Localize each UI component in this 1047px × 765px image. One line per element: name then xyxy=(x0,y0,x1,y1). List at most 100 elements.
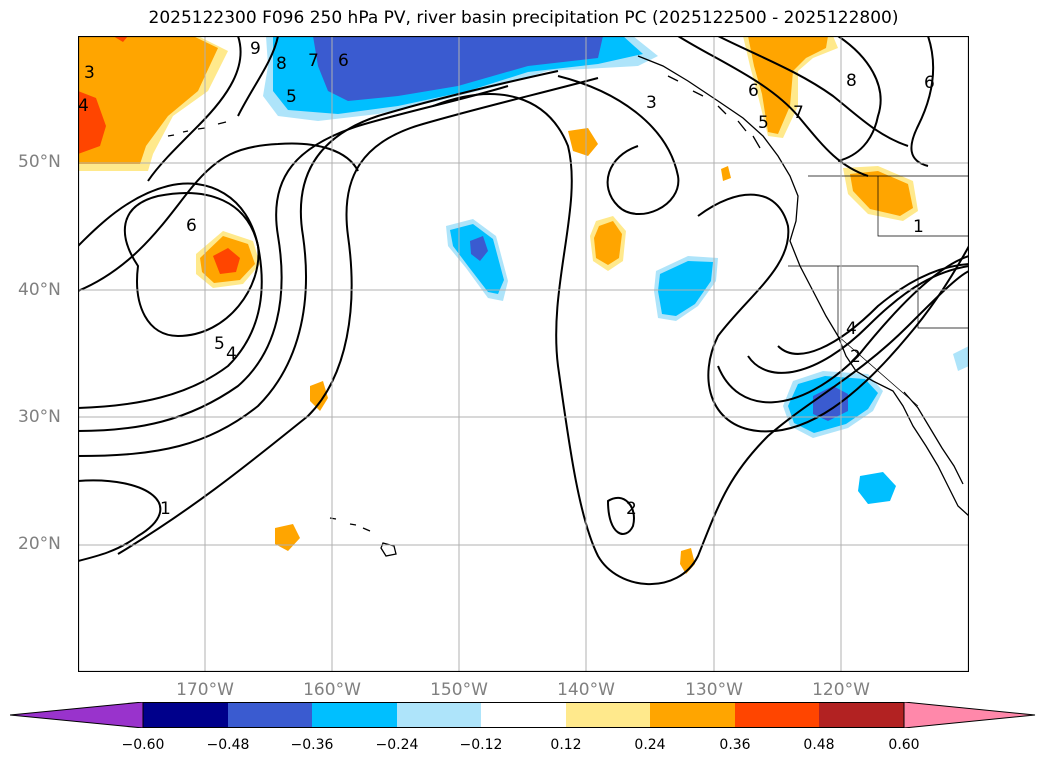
pv-contour xyxy=(697,193,969,433)
pv-contour xyxy=(432,93,969,586)
pv-contour xyxy=(747,265,969,374)
precip-positive-area xyxy=(568,128,598,156)
precip-positive-area xyxy=(721,166,731,181)
contour-label: 5 xyxy=(214,334,225,354)
colorbar-segment xyxy=(650,702,735,728)
colorbar-tick: 0.24 xyxy=(634,737,666,753)
pv-contour xyxy=(78,85,509,432)
precip-shading xyxy=(78,36,969,574)
colorbar-segment xyxy=(481,702,566,728)
contour-label: 2 xyxy=(626,499,637,519)
contour-label: 4 xyxy=(78,96,89,116)
contour-label: 4 xyxy=(846,319,857,339)
precip-positive-area xyxy=(213,248,240,274)
islands-hawaii xyxy=(329,517,397,557)
colorbar xyxy=(10,702,1036,728)
pv-contour xyxy=(78,182,263,409)
precip-positive-area xyxy=(78,91,106,154)
colorbar-tick: 0.36 xyxy=(719,737,751,753)
contour-label: 1 xyxy=(913,217,924,237)
lat-label-50n: 50°N xyxy=(18,152,61,172)
precip-positive-area xyxy=(275,524,300,551)
colorbar-tick: −0.36 xyxy=(290,737,334,753)
pv-contour xyxy=(777,263,969,355)
colorbar-tick: 0.60 xyxy=(888,737,920,753)
islands-alaska-panhandle xyxy=(667,75,761,149)
lon-label-120w: 120°W xyxy=(812,680,870,700)
precip-negative-area xyxy=(470,236,488,261)
contour-label: 3 xyxy=(84,63,95,83)
contour-label: 8 xyxy=(276,54,287,74)
colorbar-segment xyxy=(566,702,650,728)
lon-label-170w: 170°W xyxy=(176,680,234,700)
colorbar-tick: −0.12 xyxy=(459,737,503,753)
map-panel: 9 8 7 6 5 4 3 6 5 4 1 3 2 6 5 7 8 6 4 2 … xyxy=(78,36,969,672)
pv-contour xyxy=(606,496,635,535)
colorbar-extend-min xyxy=(10,702,144,728)
lon-label-150w: 150°W xyxy=(430,680,488,700)
lon-label-160w: 160°W xyxy=(303,680,361,700)
colorbar-segment xyxy=(735,702,819,728)
pv-contour xyxy=(717,36,909,147)
contour-label: 1 xyxy=(160,499,171,519)
precip-negative-area xyxy=(858,472,896,504)
lon-label-130w: 130°W xyxy=(685,680,743,700)
colorbar-segment xyxy=(819,702,904,728)
pv-contour xyxy=(117,77,599,555)
contour-label: 6 xyxy=(338,51,349,71)
pv-contour xyxy=(147,36,242,182)
colorbar-tick: −0.48 xyxy=(206,737,250,753)
gridlines xyxy=(78,36,969,672)
coastlines xyxy=(167,55,969,557)
colorbar-tick: −0.60 xyxy=(121,737,165,753)
precip-positive-area xyxy=(850,171,913,216)
precip-negative-area xyxy=(953,346,969,371)
coastline-north-america xyxy=(637,55,969,517)
colorbar-tick: −0.24 xyxy=(375,737,419,753)
precip-positive-area xyxy=(310,381,328,411)
contour-label: 7 xyxy=(308,51,319,71)
contour-label: 2 xyxy=(850,347,861,367)
pv-contour xyxy=(837,36,882,162)
contour-label: 7 xyxy=(793,103,804,123)
lat-label-40n: 40°N xyxy=(18,280,61,300)
contour-label: 6 xyxy=(186,216,197,236)
contour-label: 4 xyxy=(226,344,237,364)
contour-label: 8 xyxy=(846,71,857,91)
pv-contour xyxy=(557,75,680,216)
pv-contour xyxy=(910,36,935,167)
precip-negative-area xyxy=(658,261,713,316)
contour-label: 5 xyxy=(286,87,297,107)
lon-label-140w: 140°W xyxy=(557,680,615,700)
contour-label: 3 xyxy=(646,93,657,113)
border-state xyxy=(788,176,969,407)
pv-contour xyxy=(78,479,162,562)
colorbar-tick: 0.48 xyxy=(803,737,835,753)
contour-label: 9 xyxy=(250,39,261,59)
contour-labels: 9 8 7 6 5 4 3 6 5 4 1 3 2 6 5 7 8 6 4 2 … xyxy=(78,39,935,519)
precip-positive-area xyxy=(113,36,128,42)
pv-contour xyxy=(78,142,359,292)
precip-negative-area xyxy=(313,36,603,101)
pv-contours xyxy=(78,36,969,586)
coastline-baja-california xyxy=(903,391,964,485)
pv-contour xyxy=(78,70,559,457)
colorbar-segment xyxy=(228,702,312,728)
colorbar-segment xyxy=(312,702,397,728)
precip-positive-area xyxy=(78,36,218,164)
lat-label-30n: 30°N xyxy=(18,407,61,427)
lat-label-20n: 20°N xyxy=(18,534,61,554)
colorbar-extend-max xyxy=(903,702,1036,728)
contour-label: 6 xyxy=(748,81,759,101)
islands-aleutians xyxy=(167,121,227,137)
political-borders xyxy=(788,175,969,407)
precip-negative-area xyxy=(450,224,504,294)
colorbar-segment xyxy=(143,702,228,728)
contour-label: 5 xyxy=(758,113,769,133)
precip-positive-area xyxy=(594,221,622,265)
colorbar-segment xyxy=(397,702,481,728)
contour-label: 6 xyxy=(924,73,935,93)
pv-contour xyxy=(237,36,279,117)
colorbar-tick: 0.12 xyxy=(550,737,582,753)
map-title: 2025122300 F096 250 hPa PV, river basin … xyxy=(148,8,899,28)
